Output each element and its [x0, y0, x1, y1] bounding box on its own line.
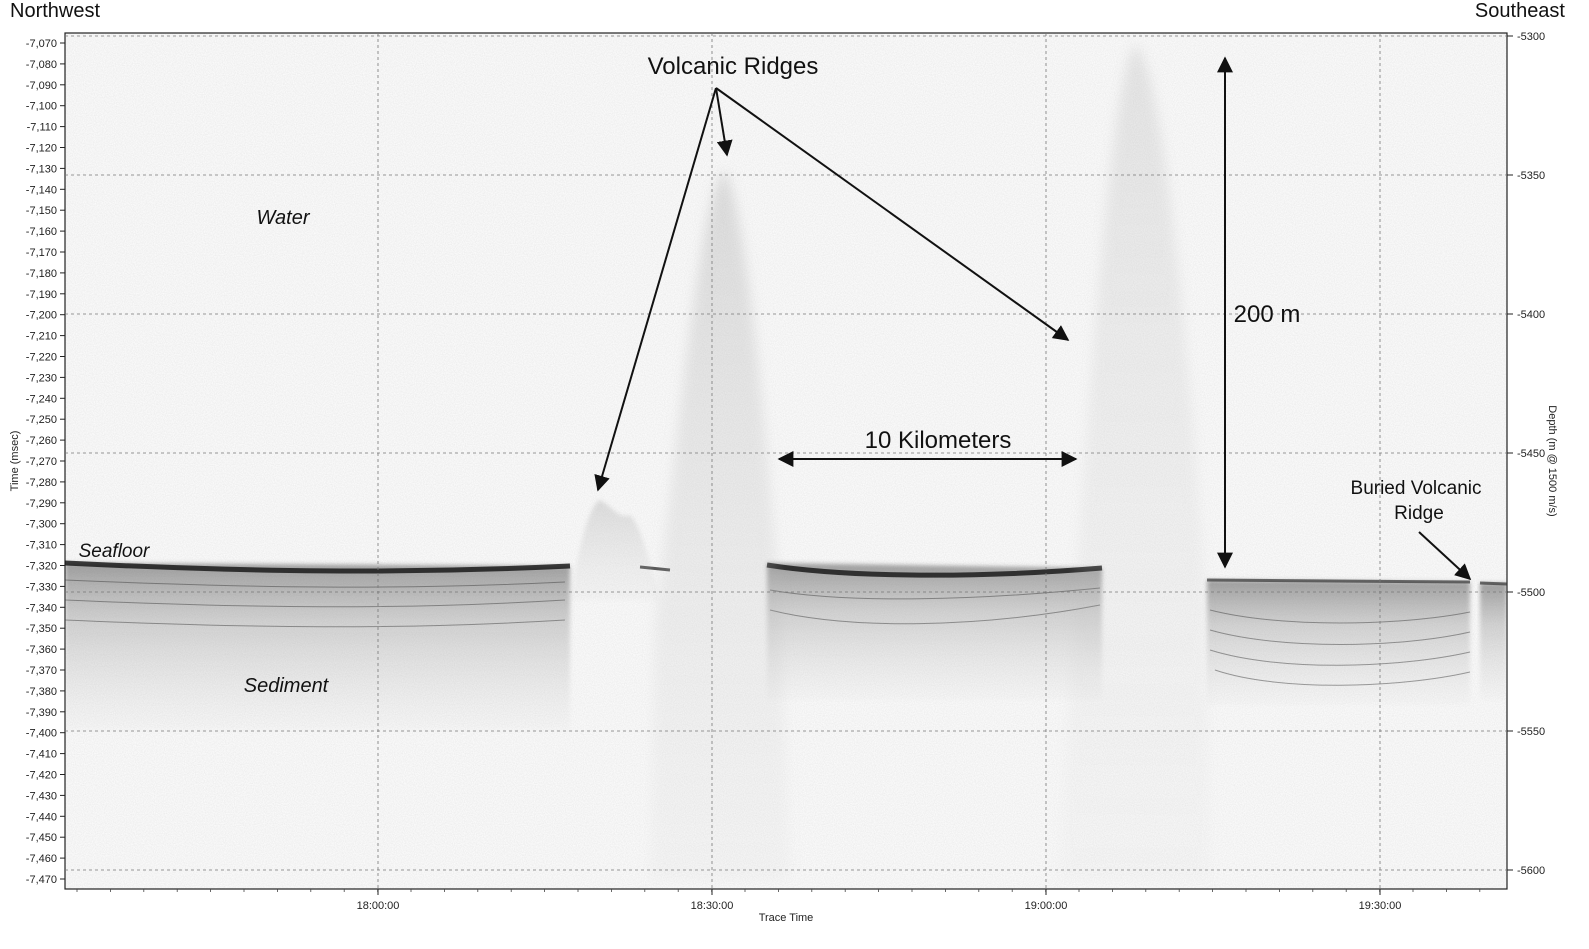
- y-tick-label: -7,380: [26, 686, 57, 698]
- northwest-label: Northwest: [10, 0, 101, 22]
- sediment-label: Sediment: [244, 675, 330, 697]
- y-tick-label: -7,300: [26, 519, 57, 531]
- y2-tick-label: -5600: [1517, 865, 1545, 877]
- seismic-image: [65, 33, 1507, 889]
- y-tick-label: -7,360: [26, 644, 57, 656]
- y-axis-left: -7,070 -7,080 -7,090 -7,100 -7,110 -7,120 -7,1…: [26, 38, 65, 886]
- ridge-arrow-1: [594, 87, 717, 492]
- y-tick-label: -7,430: [26, 790, 57, 802]
- southeast-label: Southeast: [1474, 0, 1565, 22]
- y-tick-label: -7,200: [26, 310, 57, 322]
- y-tick-label: -7,350: [26, 623, 57, 635]
- y2-tick-label: -5300: [1517, 31, 1545, 43]
- volcanic-ridges-label: Volcanic Ridges: [648, 53, 819, 80]
- y-tick-label: -7,320: [26, 561, 57, 573]
- y2-tick-label: -5450: [1517, 448, 1545, 460]
- y-tick-label: -7,210: [26, 331, 57, 343]
- water-label: Water: [257, 207, 311, 229]
- y-tick-label: -7,460: [26, 853, 57, 865]
- y-tick-label: -7,270: [26, 456, 57, 468]
- y-tick-label: -7,280: [26, 477, 57, 489]
- y-tick-label: -7,080: [26, 59, 57, 71]
- y-tick-label: -7,230: [26, 372, 57, 384]
- y-tick-label: -7,310: [26, 540, 57, 552]
- y-tick-label: -7,410: [26, 749, 57, 761]
- x-tick-label: 18:00:00: [357, 900, 400, 912]
- y-tick-label: -7,150: [26, 205, 57, 217]
- y-tick-label: -7,450: [26, 832, 57, 844]
- y-axis-title: Time (msec): [9, 431, 21, 492]
- x-tick-label: 19:00:00: [1025, 900, 1068, 912]
- y-tick-label: -7,330: [26, 581, 57, 593]
- y-tick-label: -7,220: [26, 352, 57, 364]
- y-tick-label: -7,260: [26, 435, 57, 447]
- y2-tick-label: -5500: [1517, 587, 1545, 599]
- y-tick-label: -7,290: [26, 498, 57, 510]
- y-tick-label: -7,240: [26, 393, 57, 405]
- y-axis-right: -5300 -5350 -5400 -5450 -5500 -5550 -5600: [1507, 31, 1545, 877]
- buried-ridge-label-line1: Buried Volcanic: [1351, 478, 1482, 499]
- seafloor-label: Seafloor: [79, 541, 150, 562]
- y-tick-label: -7,130: [26, 163, 57, 175]
- x-axis: 18:00:00 18:30:00 19:00:00 19:30:00: [76, 889, 1481, 912]
- ridge-arrow-2: [715, 87, 733, 157]
- y2-tick-label: -5350: [1517, 170, 1545, 182]
- buried-ridge-label-line2: Ridge: [1394, 503, 1444, 524]
- y-tick-label: -7,440: [26, 811, 57, 823]
- y-tick-label: -7,400: [26, 728, 57, 740]
- y-tick-label: -7,090: [26, 80, 57, 92]
- y-tick-label: -7,180: [26, 268, 57, 280]
- y-tick-label: -7,120: [26, 143, 57, 155]
- y-tick-label: -7,470: [26, 874, 57, 886]
- y2-tick-label: -5550: [1517, 726, 1545, 738]
- y-tick-label: -7,420: [26, 770, 57, 782]
- y2-tick-label: -5400: [1517, 309, 1545, 321]
- x-tick-label: 19:30:00: [1359, 900, 1402, 912]
- y-tick-label: -7,390: [26, 707, 57, 719]
- y-tick-label: -7,370: [26, 665, 57, 677]
- y-tick-label: -7,170: [26, 247, 57, 259]
- y-tick-label: -7,340: [26, 602, 57, 614]
- buried-ridge-arrow: [1418, 531, 1472, 581]
- y-tick-label: -7,140: [26, 184, 57, 196]
- y-tick-label: -7,160: [26, 226, 57, 238]
- ten-km-label: 10 Kilometers: [865, 427, 1012, 454]
- y-tick-label: -7,100: [26, 101, 57, 113]
- y-tick-label: -7,110: [27, 122, 57, 134]
- two-hundred-m-label: 200 m: [1234, 301, 1301, 328]
- y-tick-label: -7,190: [26, 289, 57, 301]
- x-axis-title: Trace Time: [759, 912, 814, 924]
- x-tick-label: 18:30:00: [691, 900, 734, 912]
- ridge-arrow-3: [715, 87, 1070, 341]
- y-tick-label: -7,250: [26, 414, 57, 426]
- y2-axis-title: Depth (m @ 1500 m/s): [1546, 405, 1558, 516]
- y-tick-label: -7,070: [26, 38, 57, 50]
